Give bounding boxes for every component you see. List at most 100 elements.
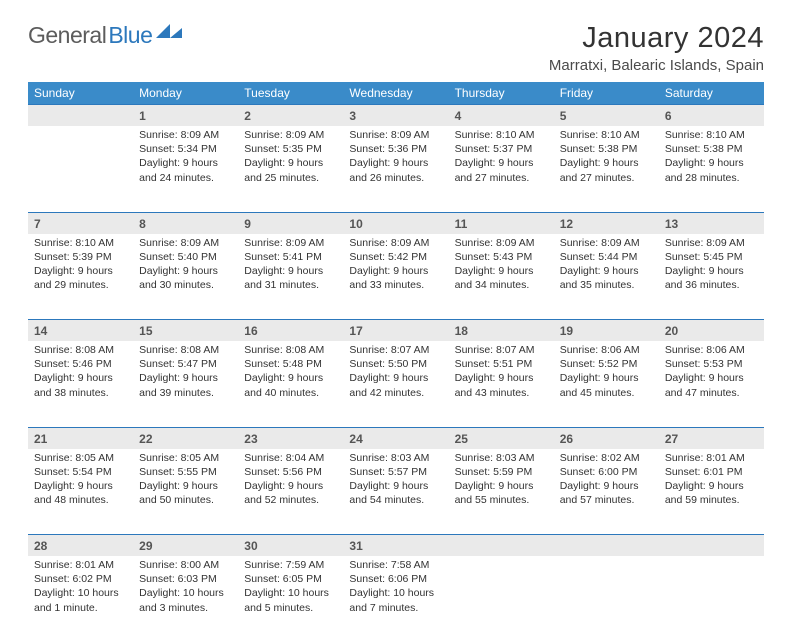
- day-content: Sunrise: 8:07 AMSunset: 5:51 PMDaylight:…: [449, 341, 554, 404]
- day-content: Sunrise: 8:05 AMSunset: 5:55 PMDaylight:…: [133, 449, 238, 512]
- daynum-row: 28 29 30 31: [28, 535, 764, 557]
- daynum-cell: 26: [554, 427, 659, 449]
- daynum-cell: 29: [133, 535, 238, 557]
- daynum-cell: 7: [28, 212, 133, 234]
- day-cell: Sunrise: 8:09 AMSunset: 5:42 PMDaylight:…: [343, 234, 448, 320]
- day-number: 28: [34, 539, 47, 553]
- day-number: 16: [244, 324, 257, 338]
- day-number: 15: [139, 324, 152, 338]
- day-number: 11: [455, 217, 468, 231]
- day-number: 13: [665, 217, 678, 231]
- calendar-body: 123456Sunrise: 8:09 AMSunset: 5:34 PMDay…: [28, 105, 764, 642]
- calendar-table: Sunday Monday Tuesday Wednesday Thursday…: [28, 82, 764, 642]
- daynum-cell: 17: [343, 320, 448, 342]
- day-cell: Sunrise: 8:10 AMSunset: 5:38 PMDaylight:…: [554, 126, 659, 212]
- header: GeneralBlue January 2024 Marratxi, Balea…: [28, 22, 764, 74]
- day-content: Sunrise: 8:04 AMSunset: 5:56 PMDaylight:…: [238, 449, 343, 512]
- day-content: Sunrise: 8:09 AMSunset: 5:41 PMDaylight:…: [238, 234, 343, 297]
- daynum-cell: 10: [343, 212, 448, 234]
- day-cell: Sunrise: 8:09 AMSunset: 5:35 PMDaylight:…: [238, 126, 343, 212]
- day-cell: [659, 556, 764, 642]
- daynum-cell: 27: [659, 427, 764, 449]
- daynum-cell: 21: [28, 427, 133, 449]
- weekday-header: Monday: [133, 82, 238, 105]
- day-cell: Sunrise: 8:00 AMSunset: 6:03 PMDaylight:…: [133, 556, 238, 642]
- weekday-header: Wednesday: [343, 82, 448, 105]
- day-content: Sunrise: 8:09 AMSunset: 5:42 PMDaylight:…: [343, 234, 448, 297]
- daynum-cell: 24: [343, 427, 448, 449]
- day-content: Sunrise: 8:01 AMSunset: 6:01 PMDaylight:…: [659, 449, 764, 512]
- daynum-cell: [449, 535, 554, 557]
- weekday-header: Tuesday: [238, 82, 343, 105]
- day-content: Sunrise: 8:03 AMSunset: 5:59 PMDaylight:…: [449, 449, 554, 512]
- day-content: Sunrise: 8:01 AMSunset: 6:02 PMDaylight:…: [28, 556, 133, 619]
- day-content: Sunrise: 8:10 AMSunset: 5:38 PMDaylight:…: [659, 126, 764, 189]
- day-cell: Sunrise: 8:09 AMSunset: 5:45 PMDaylight:…: [659, 234, 764, 320]
- day-number: 18: [455, 324, 468, 338]
- day-cell: Sunrise: 8:09 AMSunset: 5:40 PMDaylight:…: [133, 234, 238, 320]
- daynum-cell: 12: [554, 212, 659, 234]
- daynum-cell: 8: [133, 212, 238, 234]
- day-content: Sunrise: 8:05 AMSunset: 5:54 PMDaylight:…: [28, 449, 133, 512]
- weekday-header: Saturday: [659, 82, 764, 105]
- day-cell: Sunrise: 8:01 AMSunset: 6:01 PMDaylight:…: [659, 449, 764, 535]
- day-number: 7: [34, 217, 41, 231]
- day-cell: Sunrise: 8:09 AMSunset: 5:43 PMDaylight:…: [449, 234, 554, 320]
- day-cell: Sunrise: 8:07 AMSunset: 5:51 PMDaylight:…: [449, 341, 554, 427]
- day-content: Sunrise: 8:07 AMSunset: 5:50 PMDaylight:…: [343, 341, 448, 404]
- title-block: January 2024 Marratxi, Balearic Islands,…: [549, 22, 764, 74]
- day-cell: Sunrise: 8:02 AMSunset: 6:00 PMDaylight:…: [554, 449, 659, 535]
- day-cell: Sunrise: 8:09 AMSunset: 5:34 PMDaylight:…: [133, 126, 238, 212]
- day-number: 31: [349, 539, 362, 553]
- day-content: Sunrise: 8:08 AMSunset: 5:47 PMDaylight:…: [133, 341, 238, 404]
- day-number: 3: [349, 109, 356, 123]
- day-content: Sunrise: 8:09 AMSunset: 5:43 PMDaylight:…: [449, 234, 554, 297]
- daynum-cell: [554, 535, 659, 557]
- day-cell: Sunrise: 8:08 AMSunset: 5:47 PMDaylight:…: [133, 341, 238, 427]
- day-number: 9: [244, 217, 251, 231]
- day-number: 30: [244, 539, 257, 553]
- daynum-row: 14151617181920: [28, 320, 764, 342]
- daynum-cell: 30: [238, 535, 343, 557]
- day-content: Sunrise: 8:09 AMSunset: 5:34 PMDaylight:…: [133, 126, 238, 189]
- day-number: 5: [560, 109, 567, 123]
- daynum-cell: 1: [133, 105, 238, 127]
- day-number: 20: [665, 324, 678, 338]
- day-cell: Sunrise: 8:01 AMSunset: 6:02 PMDaylight:…: [28, 556, 133, 642]
- content-row: Sunrise: 8:08 AMSunset: 5:46 PMDaylight:…: [28, 341, 764, 427]
- daynum-cell: 18: [449, 320, 554, 342]
- day-cell: Sunrise: 8:10 AMSunset: 5:39 PMDaylight:…: [28, 234, 133, 320]
- daynum-cell: 23: [238, 427, 343, 449]
- day-number: 21: [34, 432, 47, 446]
- day-content: Sunrise: 8:06 AMSunset: 5:52 PMDaylight:…: [554, 341, 659, 404]
- day-cell: [28, 126, 133, 212]
- weekday-header-row: Sunday Monday Tuesday Wednesday Thursday…: [28, 82, 764, 105]
- daynum-cell: 5: [554, 105, 659, 127]
- logo-text-general: General: [28, 22, 106, 49]
- day-cell: Sunrise: 8:03 AMSunset: 5:57 PMDaylight:…: [343, 449, 448, 535]
- content-row: Sunrise: 8:05 AMSunset: 5:54 PMDaylight:…: [28, 449, 764, 535]
- daynum-cell: 2: [238, 105, 343, 127]
- day-number: 23: [244, 432, 257, 446]
- daynum-cell: 11: [449, 212, 554, 234]
- day-cell: [449, 556, 554, 642]
- day-number: 24: [349, 432, 362, 446]
- weekday-header: Friday: [554, 82, 659, 105]
- day-number: 10: [349, 217, 362, 231]
- day-cell: Sunrise: 8:03 AMSunset: 5:59 PMDaylight:…: [449, 449, 554, 535]
- weekday-header: Thursday: [449, 82, 554, 105]
- day-number: 1: [139, 109, 146, 123]
- day-cell: Sunrise: 8:08 AMSunset: 5:46 PMDaylight:…: [28, 341, 133, 427]
- day-content: Sunrise: 7:59 AMSunset: 6:05 PMDaylight:…: [238, 556, 343, 619]
- day-content: Sunrise: 8:09 AMSunset: 5:40 PMDaylight:…: [133, 234, 238, 297]
- day-cell: Sunrise: 8:10 AMSunset: 5:37 PMDaylight:…: [449, 126, 554, 212]
- daynum-cell: 20: [659, 320, 764, 342]
- day-number: 29: [139, 539, 152, 553]
- daynum-row: 7 89 10 11 12 13: [28, 212, 764, 234]
- day-cell: Sunrise: 8:09 AMSunset: 5:36 PMDaylight:…: [343, 126, 448, 212]
- daynum-cell: 16: [238, 320, 343, 342]
- day-number: 25: [455, 432, 468, 446]
- day-content: Sunrise: 8:08 AMSunset: 5:48 PMDaylight:…: [238, 341, 343, 404]
- day-content: Sunrise: 8:00 AMSunset: 6:03 PMDaylight:…: [133, 556, 238, 619]
- day-number: 6: [665, 109, 672, 123]
